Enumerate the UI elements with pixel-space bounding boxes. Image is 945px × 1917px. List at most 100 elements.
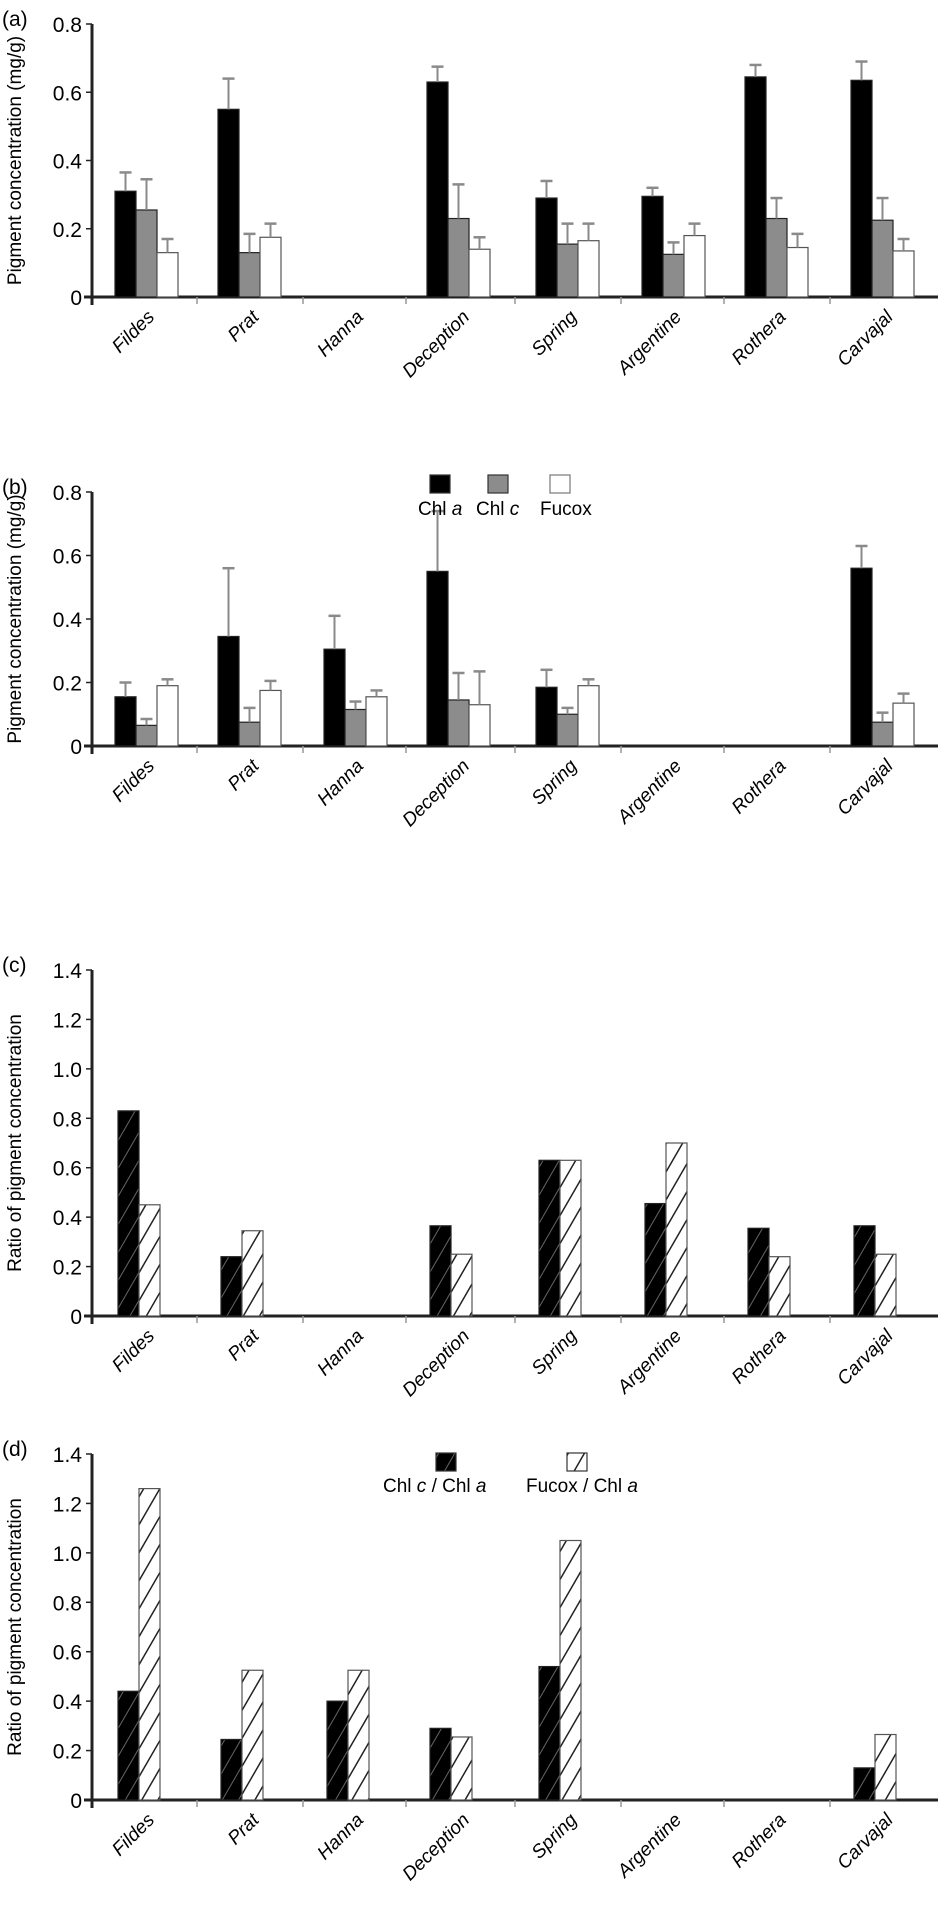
category-label: Prat: [224, 306, 264, 346]
bar-chl-a: [217, 635, 240, 747]
bar-fucox-chl-a: [347, 1669, 370, 1801]
category-label: Prat: [224, 755, 264, 795]
y-tick-label: 1.2: [53, 1493, 82, 1516]
panel-label: (b): [2, 476, 28, 499]
bar-fucox: [156, 685, 179, 747]
panel-d: (d) Ratio of pigment concentration 0 0.2 0.4…: [2, 1438, 938, 1885]
category-label: Carvajal: [833, 755, 898, 820]
bar-fucox-chl-a: [450, 1253, 473, 1317]
category-label: Rothera: [728, 756, 791, 819]
legend-label-text: Fucox: [540, 499, 592, 520]
category-label: Prat: [224, 1809, 264, 1849]
legend-label: Chl a: [418, 499, 462, 520]
y-tick-label: 0.8: [53, 482, 82, 505]
legend-label: Chl c: [476, 499, 520, 520]
bar-fucox: [577, 240, 600, 298]
category-label: Hanna: [314, 756, 368, 810]
bar-fucox-chl-a: [450, 1736, 473, 1801]
bar-chl-c: [556, 713, 579, 747]
y-tick-label: 0.8: [53, 1592, 82, 1615]
bar-chl-a: [426, 81, 449, 298]
category-label: Fildes: [108, 755, 159, 806]
panel-label: (d): [2, 1438, 28, 1461]
legend-label-text: Chl: [383, 1476, 417, 1497]
legend-label-italic: a: [627, 1476, 638, 1497]
bar-chl-c-chl-a: [117, 1690, 140, 1801]
legend-swatch: [566, 1452, 588, 1472]
y-tick-label: 1.4: [53, 960, 83, 983]
y-tick-label: 0.4: [53, 151, 83, 174]
bar-chl-c-chl-a: [117, 1110, 140, 1317]
y-tick-label: 0.2: [53, 219, 82, 242]
bar-chl-a: [850, 79, 873, 298]
category-label: Deception: [399, 1810, 474, 1885]
bar-chl-c: [238, 252, 261, 298]
y-axis-title: Pigment concentration (mg/g): [5, 36, 26, 285]
category-label: Fildes: [108, 1809, 159, 1860]
bar-fucox: [577, 685, 600, 747]
y-tick-label: 1.4: [53, 1444, 83, 1467]
bar-chl-c-chl-a: [538, 1159, 561, 1317]
category-label: Rothera: [728, 1810, 791, 1873]
bar-chl-c-chl-a: [853, 1225, 876, 1317]
y-tick-label: 0.2: [53, 1741, 82, 1764]
legend-label-italic: c: [417, 1476, 427, 1497]
category-label: Fildes: [108, 1325, 159, 1376]
bar-chl-a: [744, 76, 767, 298]
bar-chl-c-chl-a: [644, 1202, 667, 1317]
y-tick-label: 0: [70, 287, 82, 310]
y-tick-label: 1.2: [53, 1009, 82, 1032]
legend-swatch: [487, 474, 509, 494]
category-label: Rothera: [728, 1326, 791, 1389]
category-label: Argentine: [613, 756, 686, 829]
y-tick-label: 0.6: [53, 1158, 82, 1181]
bar-chl-c: [871, 721, 894, 747]
bar-chl-a: [114, 190, 137, 298]
bar-fucox-chl-a: [138, 1204, 161, 1317]
bar-chl-c: [447, 699, 470, 747]
bar-chl-c-chl-a: [538, 1665, 561, 1801]
bar-chl-c-chl-a: [326, 1700, 349, 1801]
legend-label-text: Fucox / Chl: [526, 1476, 627, 1497]
category-label: Carvajal: [833, 1325, 898, 1390]
legend-label-italic: a: [452, 499, 463, 520]
category-label: Argentine: [613, 307, 686, 380]
category-label: Deception: [399, 307, 474, 382]
category-label: Hanna: [314, 1326, 368, 1380]
legend: Chl c / Chl a Fucox / Chl a: [383, 1452, 638, 1497]
bar-fucox-chl-a: [138, 1487, 161, 1801]
category-label: Deception: [399, 1326, 474, 1401]
bar-chl-c: [135, 724, 158, 747]
category-label: Deception: [399, 756, 474, 831]
bar-chl-c: [135, 209, 158, 298]
category-label: Hanna: [314, 307, 368, 361]
y-axis-title: Pigment concentration (mg/g): [5, 494, 26, 743]
category-label: Rothera: [728, 307, 791, 370]
bar-chl-c-chl-a: [747, 1227, 770, 1317]
legend-label-italic: c: [510, 499, 520, 520]
bar-fucox: [365, 696, 388, 747]
bar-chl-a: [641, 195, 664, 298]
y-axis-title: Ratio of pigment concentration: [5, 1498, 26, 1756]
category-label: Argentine: [613, 1810, 686, 1883]
bar-fucox: [683, 234, 706, 298]
bar-fucox-chl-a: [241, 1230, 264, 1317]
y-tick-label: 0.2: [53, 673, 82, 696]
bar-chl-c: [556, 243, 579, 298]
bar-fucox: [468, 248, 491, 298]
bar-chl-c-chl-a: [853, 1767, 876, 1801]
bar-chl-a: [114, 696, 137, 747]
y-tick-label: 0.6: [53, 82, 82, 105]
bar-fucox-chl-a: [559, 1159, 582, 1317]
y-tick-label: 0: [70, 1790, 82, 1813]
y-tick-label: 0.2: [53, 1257, 82, 1280]
bar-chl-a: [217, 108, 240, 298]
bar-chl-c-chl-a: [220, 1738, 243, 1801]
category-label: Fildes: [108, 306, 159, 357]
y-tick-label: 0.8: [53, 1108, 82, 1131]
y-tick-label: 0: [70, 1306, 82, 1329]
panel-label: (a): [2, 8, 28, 31]
legend-label-italic: a: [476, 1476, 487, 1497]
y-tick-label: 0.6: [53, 1642, 82, 1665]
